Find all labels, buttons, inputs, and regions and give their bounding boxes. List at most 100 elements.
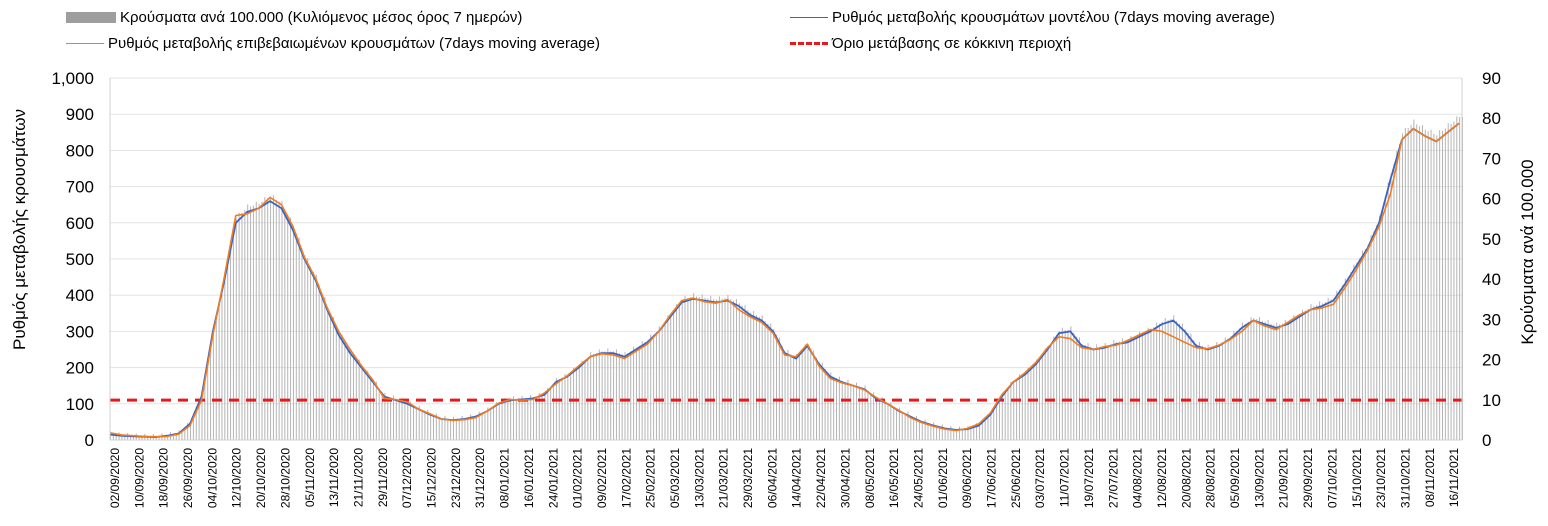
bar [1104,342,1106,440]
bar [630,351,632,440]
bar [1081,343,1083,440]
bar [581,360,583,440]
bar [370,377,372,440]
bar [155,437,157,440]
bar [510,399,512,440]
bar [773,329,775,440]
bar [916,415,918,440]
bar [644,342,646,440]
bar [287,214,289,440]
x-tick-label: 17/02/2021 [619,448,633,508]
bar [1384,196,1386,440]
x-tick-label: 29/09/2021 [1301,448,1315,508]
y-axis-label-right: Κρούσματα ανά 100.000 [1518,159,1537,345]
bar [1327,297,1329,440]
bar [561,378,563,440]
bar [1244,323,1246,440]
x-tick-label: 23/10/2021 [1374,448,1388,508]
bar [764,320,766,440]
bar [887,403,889,440]
bar [790,354,792,440]
bar [564,373,566,440]
y-tick-label-left: 100 [66,395,94,414]
x-tick-label: 21/11/2020 [352,448,366,507]
bar [1436,135,1438,440]
y-tick-label-right: 50 [1482,230,1501,249]
bar [901,411,903,440]
bar [410,401,412,440]
x-tick-label: 29/03/2021 [741,448,755,508]
x-tick-label: 13/03/2021 [692,448,706,508]
bar [1030,367,1032,440]
bar [1078,337,1080,440]
bar [324,296,326,440]
bar [624,352,626,440]
bar [421,409,423,440]
bar [247,204,249,440]
bar [864,385,866,440]
bar [318,284,320,440]
bar [115,435,117,440]
bar [830,372,832,440]
bar [1147,327,1149,440]
x-tick-label: 14/04/2021 [790,448,804,508]
bar [352,355,354,440]
bar [401,398,403,440]
bar [267,198,269,440]
x-tick-label: 16/05/2021 [887,448,901,508]
bar [1376,224,1378,440]
bar [573,367,575,440]
bar [1290,319,1292,440]
bar [913,417,915,440]
bar [530,394,532,440]
bar [967,426,969,440]
bar [770,323,772,440]
x-tick-label: 17/06/2021 [985,448,999,508]
bar [1279,324,1281,440]
x-tick-label: 30/04/2021 [838,448,852,508]
x-tick-label: 25/06/2021 [1009,448,1023,508]
bar [838,376,840,440]
bar [747,310,749,440]
bar [1250,317,1252,440]
y-tick-label-left: 0 [85,431,94,450]
bar [321,292,323,440]
bar [361,366,363,440]
bar [1233,330,1235,440]
x-tick-label: 21/03/2021 [717,448,731,508]
bar [478,411,480,440]
bar [781,345,783,440]
bar [598,349,600,440]
bar [412,405,414,440]
bar [801,350,803,440]
bar [1176,320,1178,440]
x-tick-label: 04/10/2020 [205,448,219,508]
bar [281,200,283,440]
bar [1353,264,1355,440]
bar [927,423,929,440]
x-tick-label: 25/02/2021 [644,448,658,508]
bar [704,297,706,440]
bar [861,387,863,440]
bar [1241,322,1243,440]
bar [1316,305,1318,440]
bar [358,359,360,440]
bar [467,417,469,440]
bar [658,326,660,440]
bar [727,294,729,440]
bar [330,313,332,440]
bar [813,350,815,440]
bar [1193,340,1195,440]
bar [364,369,366,440]
bar [1118,341,1120,440]
bar [1139,331,1141,440]
bar [487,407,489,440]
bar [1184,329,1186,440]
bar [238,212,240,440]
bar [1044,348,1046,440]
y-tick-label-left: 700 [66,178,94,197]
bar [1173,315,1175,440]
legend-label-threshold: Όριο μετάβασης σε κόκκινη περιοχή [832,35,1072,52]
bar [604,351,606,440]
bar [232,233,234,440]
